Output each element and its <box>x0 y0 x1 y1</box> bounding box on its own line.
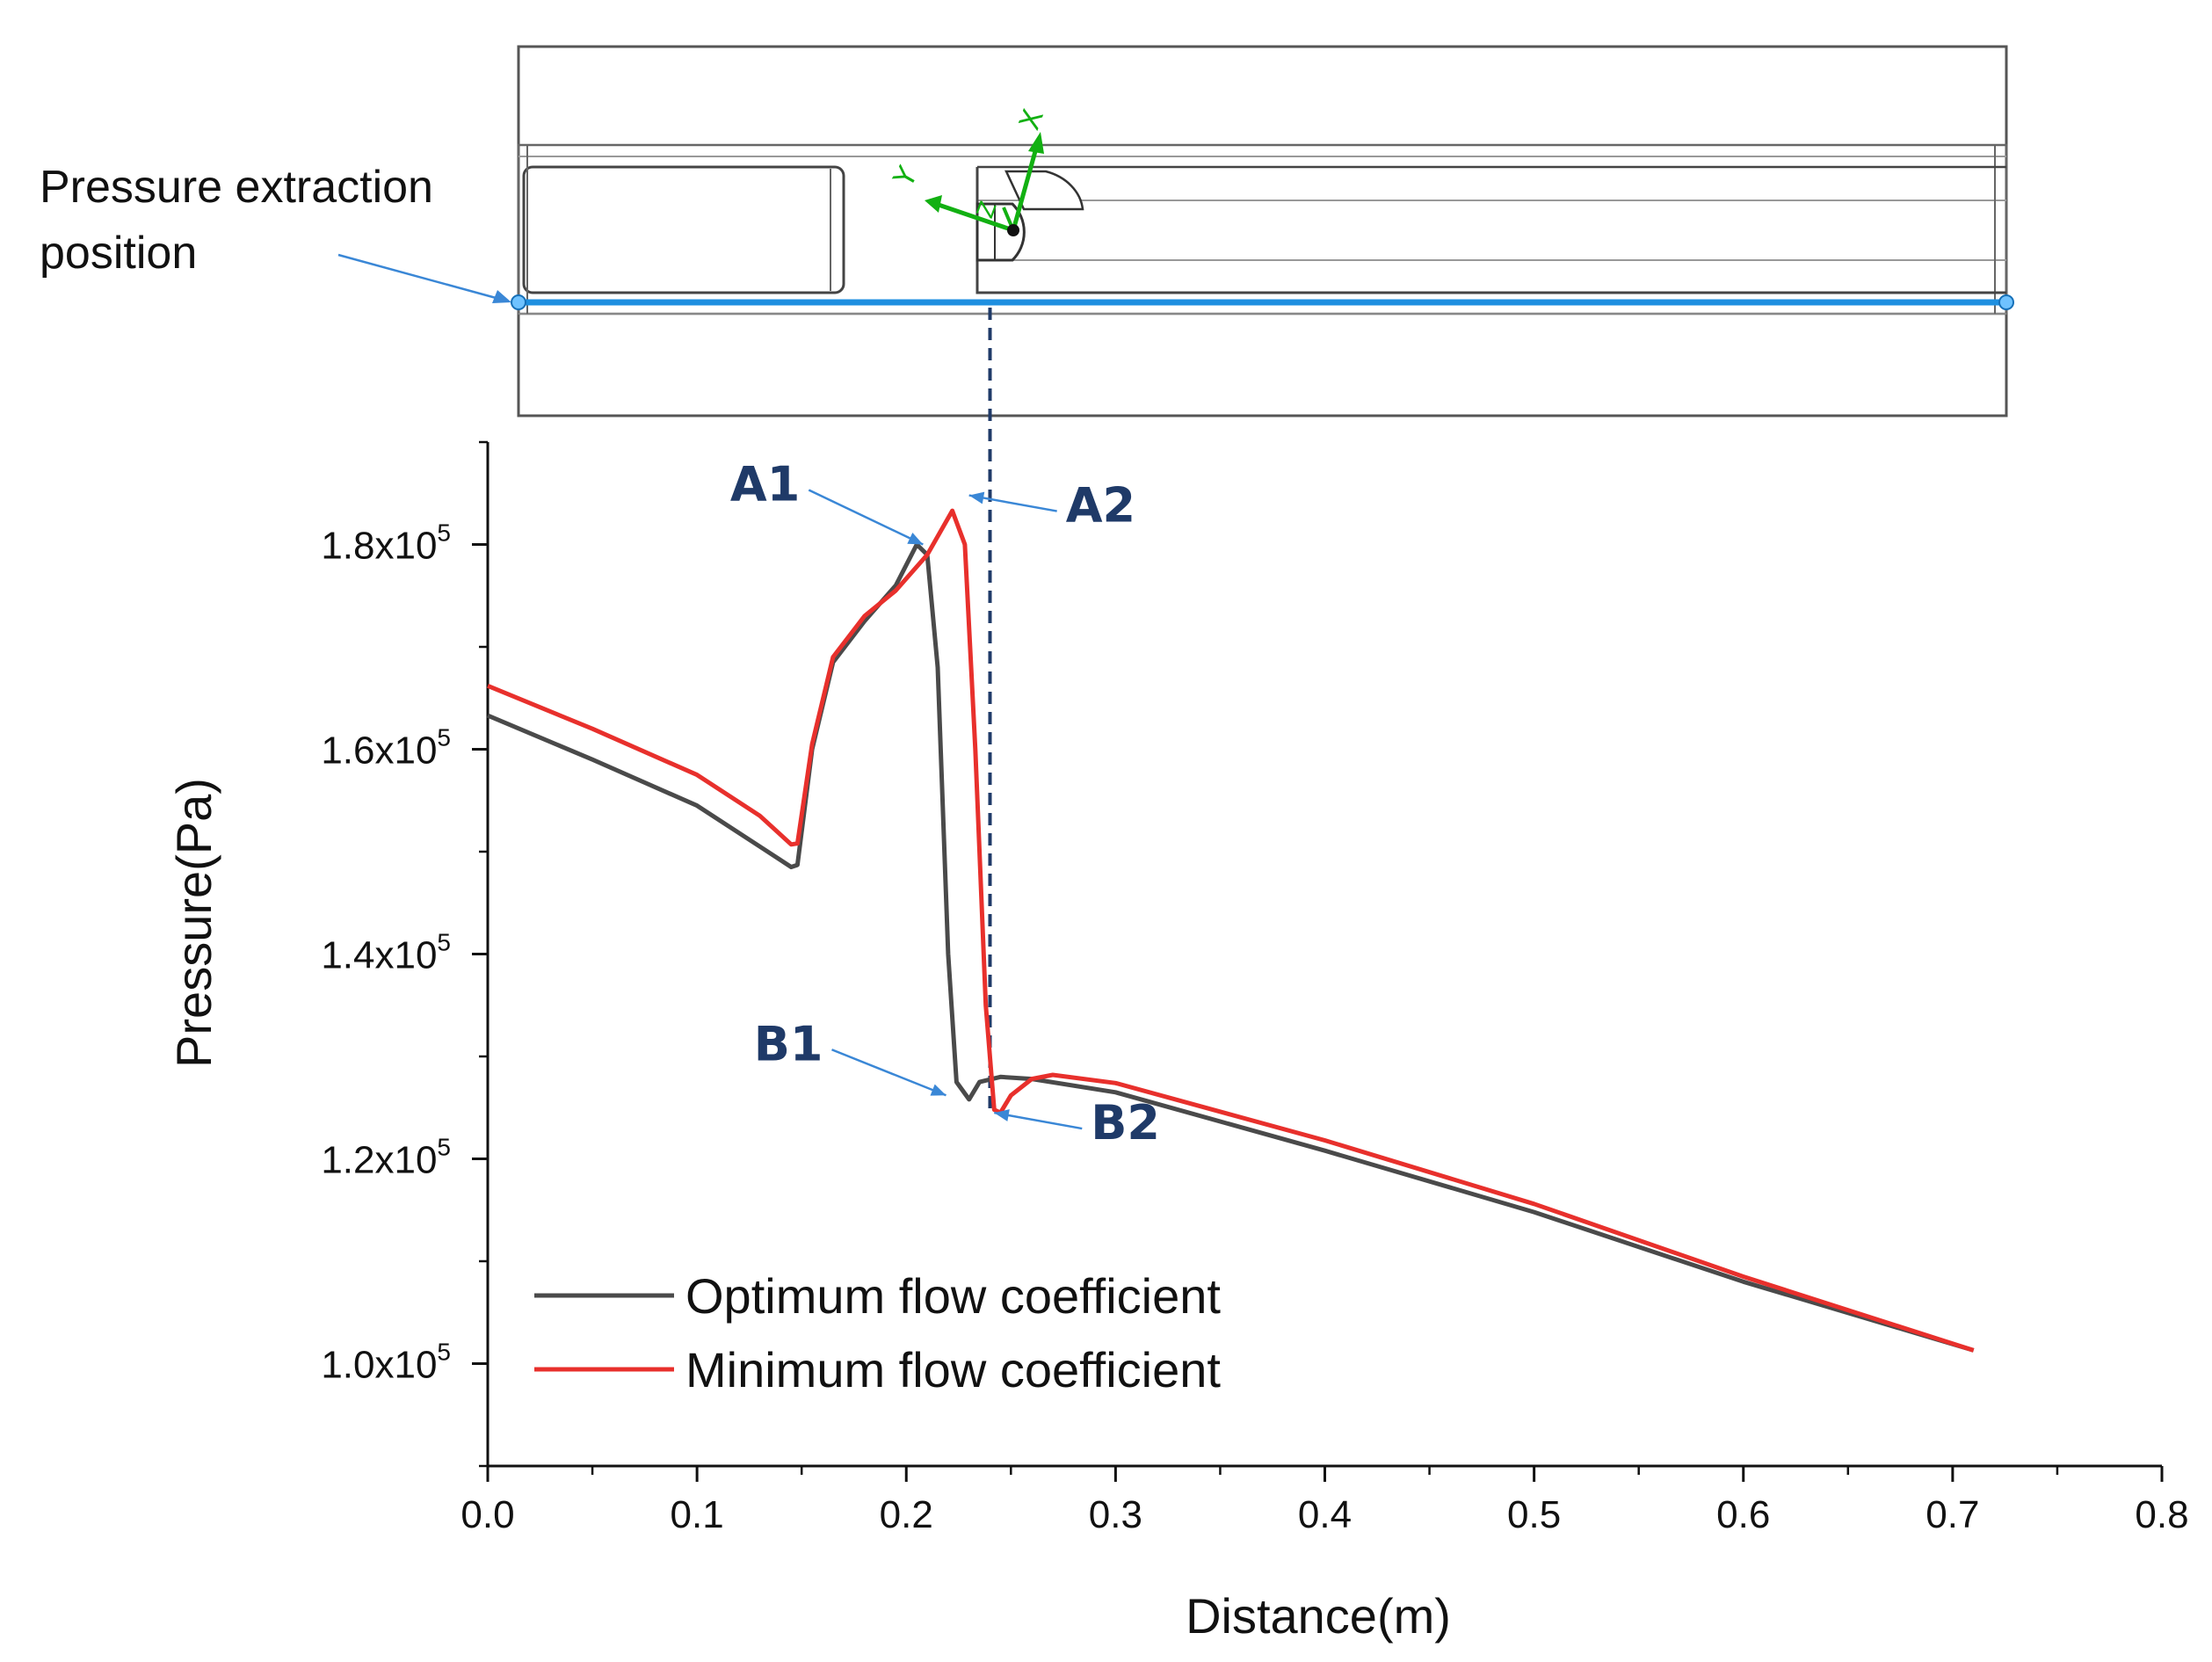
x-ticks: 0.0 0.1 0.2 0.3 0.4 0.5 0.6 0.7 0.8 <box>461 1466 2189 1536</box>
annotation-arrow-a2 <box>968 494 1057 512</box>
x-axis-title: Distance(m) <box>1186 1588 1451 1644</box>
y-axis-arrow <box>935 201 1014 233</box>
x-tick-label: 0.7 <box>1926 1493 1979 1536</box>
x-tick-label: 0.8 <box>2135 1493 2188 1536</box>
y-tick-label: 1.6x105 <box>321 724 451 773</box>
annotation-arrowhead-b2 <box>994 1109 1010 1121</box>
y-ticks: 1.0x105 1.2x105 1.4x105 1.6x105 1.8x105 <box>321 440 488 1468</box>
extraction-end-marker <box>1998 294 2014 310</box>
x-tick-label: 0.1 <box>671 1493 724 1536</box>
annotation-arrow-a1 <box>808 489 924 546</box>
annotations: A1 A2 B1 B2 <box>730 457 1160 1151</box>
x-tick-label: 0.6 <box>1716 1493 1770 1536</box>
legend-label-optimum: Optimum flow coefficient <box>685 1268 1221 1324</box>
annotation-label-a2: A2 <box>1066 478 1135 533</box>
x-tick-label: 0.4 <box>1298 1493 1352 1536</box>
schematic: X Y Z Pressure extraction position <box>40 45 2014 417</box>
legend: Optimum flow coefficient Minimum flow co… <box>534 1268 1221 1397</box>
pressure-extraction-pointer-head <box>492 290 511 303</box>
pressure-extraction-label-line2: position <box>40 228 197 279</box>
annotation-arrow-b2 <box>994 1111 1083 1130</box>
x-tick-label: 0.2 <box>880 1493 933 1536</box>
legend-label-minimum: Minimum flow coefficient <box>685 1342 1221 1397</box>
series-line-minimum <box>487 508 1975 1353</box>
y-axis-title: Pressure(Pa) <box>166 778 221 1068</box>
annotation-label-b2: B2 <box>1091 1095 1160 1150</box>
annotation-arrowhead-b1 <box>930 1084 946 1096</box>
triad-origin <box>1007 224 1019 236</box>
annotation-arrow-b1 <box>831 1049 946 1097</box>
pressure-extraction-pointer <box>337 253 500 301</box>
x-tick-label: 0.3 <box>1089 1493 1142 1536</box>
annotation-arrowhead-a1 <box>907 533 924 545</box>
annotation-arrowhead-a2 <box>968 491 985 504</box>
x-tick-label: 0.0 <box>461 1493 514 1536</box>
pressure-extraction-label-line1: Pressure extraction <box>40 162 433 213</box>
y-axis-arrowhead <box>925 195 942 213</box>
series-line-optimum <box>487 542 1975 1353</box>
x-axis-arrow <box>1011 144 1040 231</box>
valve-disc <box>975 202 1026 262</box>
y-tick-label: 1.4x105 <box>321 929 451 977</box>
extraction-start-marker <box>511 294 526 310</box>
annotation-label-b1: B1 <box>754 1016 823 1071</box>
y-tick-label: 1.2x105 <box>321 1134 451 1182</box>
y-tick-label: 1.0x105 <box>321 1339 451 1387</box>
upstream-block <box>522 165 845 294</box>
x-tick-label: 0.5 <box>1507 1493 1561 1536</box>
x-axis-arrowhead <box>1028 132 1044 154</box>
series-group <box>487 508 1975 1353</box>
annotation-label-a1: A1 <box>730 457 800 512</box>
y-tick-label: 1.8x105 <box>321 519 451 568</box>
